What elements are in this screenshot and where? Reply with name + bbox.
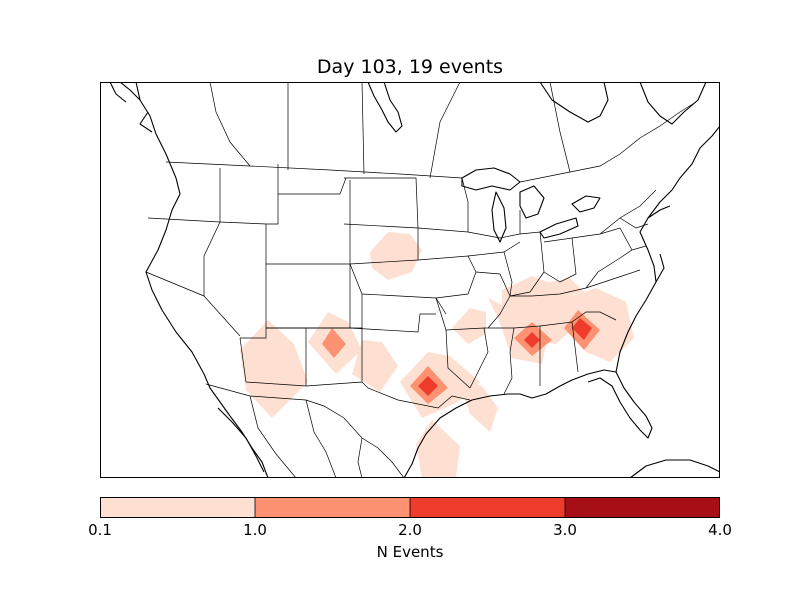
- map-frame: [100, 82, 720, 478]
- density-contours-level3: [418, 318, 592, 396]
- colorbar-tick-label: 4.0: [708, 521, 732, 539]
- colorbar-segment-2: [255, 497, 410, 518]
- contour-appalachia: [540, 278, 584, 298]
- map-title: Day 103, 19 events: [316, 56, 504, 78]
- coastlines: [109, 82, 720, 478]
- colorbar-segment-4: [565, 497, 720, 518]
- contour-panhandle-l2: [322, 328, 346, 358]
- us-event-density-map: [100, 82, 720, 478]
- colorbar-tick-label: 2.0: [398, 521, 422, 539]
- contour-arkansas: [452, 308, 486, 344]
- contour-east-texas: [458, 380, 498, 432]
- contour-alabama-l3: [524, 332, 540, 348]
- density-contours: [240, 232, 634, 478]
- contour-georgia-l3: [572, 318, 592, 340]
- colorbar-segment-1: [100, 497, 255, 518]
- contour-nebraska: [370, 232, 422, 280]
- colorbar: [100, 497, 720, 518]
- colorbar-segment-3: [410, 497, 565, 518]
- colorbar-tick-label: 3.0: [553, 521, 577, 539]
- contour-west-texas: [352, 340, 398, 392]
- colorbar-tick-label: 1.0: [243, 521, 267, 539]
- contour-texas-l3: [418, 376, 438, 396]
- state-borders: [145, 82, 697, 478]
- contour-new-mexico-arizona: [240, 320, 308, 418]
- colorbar-tick-label: 0.1: [88, 521, 112, 539]
- colorbar-label: N Events: [376, 543, 444, 561]
- contour-south-texas: [416, 420, 460, 478]
